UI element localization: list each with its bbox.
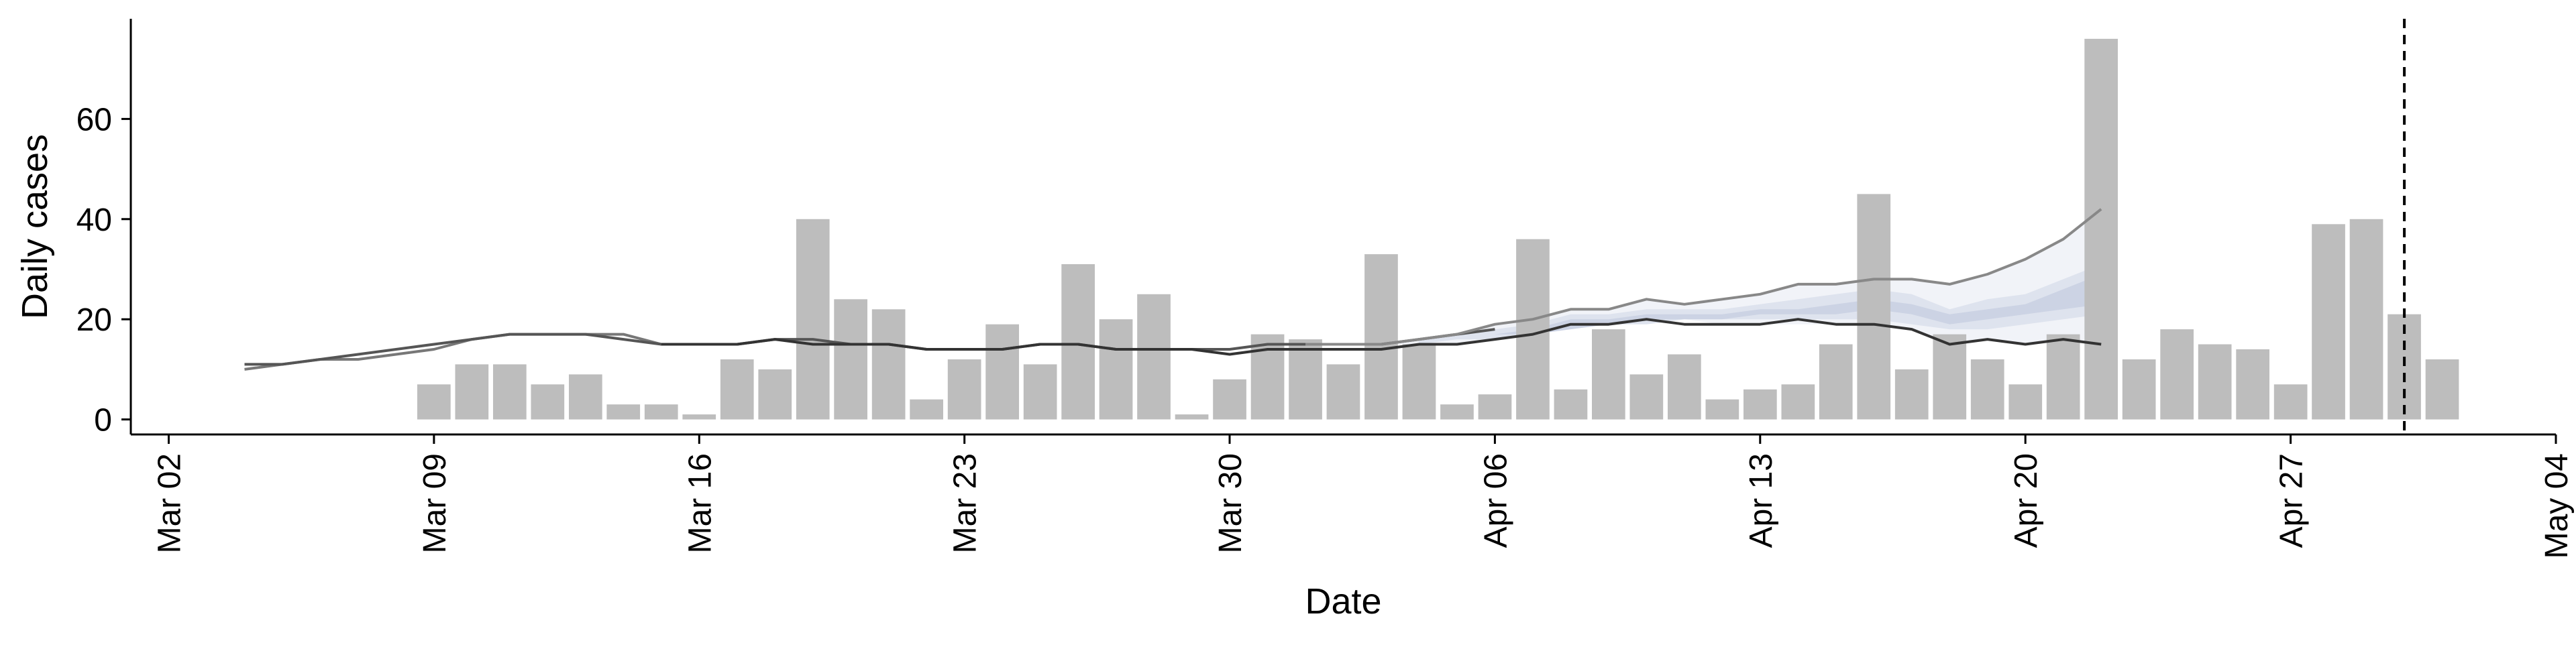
- bar: [1857, 194, 1891, 420]
- bar: [531, 384, 565, 420]
- bar: [758, 369, 792, 420]
- y-tick-label: 0: [94, 403, 112, 438]
- bar: [2160, 329, 2194, 420]
- bar: [1099, 319, 1133, 420]
- bar: [1970, 359, 2004, 420]
- bar: [1364, 254, 1398, 420]
- trend-line-0: [244, 333, 662, 371]
- bar: [1933, 334, 1967, 420]
- bar: [1629, 374, 1664, 420]
- x-tick-label: Mar 02: [152, 453, 188, 553]
- bar: [2122, 359, 2156, 420]
- bar: [1592, 329, 1625, 420]
- x-tick-label: Apr 27: [2274, 453, 2310, 548]
- bar: [2198, 344, 2232, 420]
- axes: 0 20 40 60 Mar 02 Mar 09 Mar 16 Mar 23 Mar 30 Ap…: [15, 19, 2575, 622]
- bar: [2349, 219, 2383, 420]
- bar: [1894, 369, 1929, 420]
- x-ticks: Mar 02 Mar 09 Mar 16 Mar 23 Mar 30 Apr 06 Apr …: [152, 434, 2575, 558]
- y-tick-label: 60: [76, 102, 112, 137]
- x-tick-label: Apr 06: [1478, 453, 1513, 548]
- x-axis-title: Date: [1305, 581, 1381, 622]
- x-tick-label: Mar 23: [948, 453, 983, 553]
- bar: [1819, 344, 1853, 420]
- bar: [720, 359, 754, 420]
- bar: [2273, 384, 2308, 420]
- bar: [2236, 349, 2269, 420]
- bar: [1137, 294, 1171, 420]
- bar: [1402, 344, 1436, 420]
- bar: [1023, 364, 1057, 420]
- bar: [1516, 239, 1550, 420]
- bar: [2008, 384, 2043, 420]
- x-tick-label: May 04: [2539, 453, 2575, 558]
- bar: [455, 364, 489, 420]
- bar: [2425, 359, 2459, 420]
- confidence-band-0: [1381, 209, 2102, 345]
- bar: [1213, 379, 1246, 420]
- bar: [947, 359, 981, 420]
- y-tick-label: 20: [76, 302, 112, 338]
- bar: [1554, 389, 1588, 420]
- x-tick-label: Mar 30: [1213, 453, 1248, 553]
- bar: [1061, 264, 1095, 420]
- bar: [1781, 384, 1815, 420]
- bars: [417, 38, 2459, 420]
- bar: [644, 404, 678, 420]
- bar: [834, 299, 867, 420]
- x-tick-label: Apr 20: [2008, 453, 2044, 548]
- bar: [417, 384, 451, 420]
- bar: [871, 309, 906, 420]
- y-ticks: 0 20 40 60: [76, 102, 131, 438]
- bar: [1326, 364, 1360, 420]
- x-tick-label: Apr 13: [1743, 453, 1779, 548]
- x-tick-label: Mar 09: [417, 453, 453, 553]
- bar: [606, 404, 641, 420]
- bar: [2046, 334, 2080, 420]
- bar: [985, 324, 1019, 420]
- bar: [493, 364, 527, 420]
- bar: [910, 399, 943, 420]
- bar: [1478, 394, 1512, 420]
- bar: [2084, 38, 2118, 420]
- trend-line-2: [661, 318, 2102, 356]
- bar: [1175, 414, 1209, 420]
- bar: [1705, 399, 1739, 420]
- y-tick-label: 40: [76, 202, 112, 238]
- bar: [682, 414, 716, 420]
- bar: [569, 374, 602, 420]
- bar: [1289, 339, 1322, 420]
- y-axis-title: Daily cases: [15, 134, 55, 319]
- bar: [1668, 354, 1701, 420]
- bar: [2312, 224, 2345, 420]
- bar: [1743, 389, 1777, 420]
- trend-lines: [244, 208, 2102, 371]
- trend-line-3: [1305, 208, 2102, 346]
- bar: [1440, 404, 1474, 420]
- bar: [796, 219, 830, 420]
- x-tick-label: Mar 16: [682, 453, 718, 553]
